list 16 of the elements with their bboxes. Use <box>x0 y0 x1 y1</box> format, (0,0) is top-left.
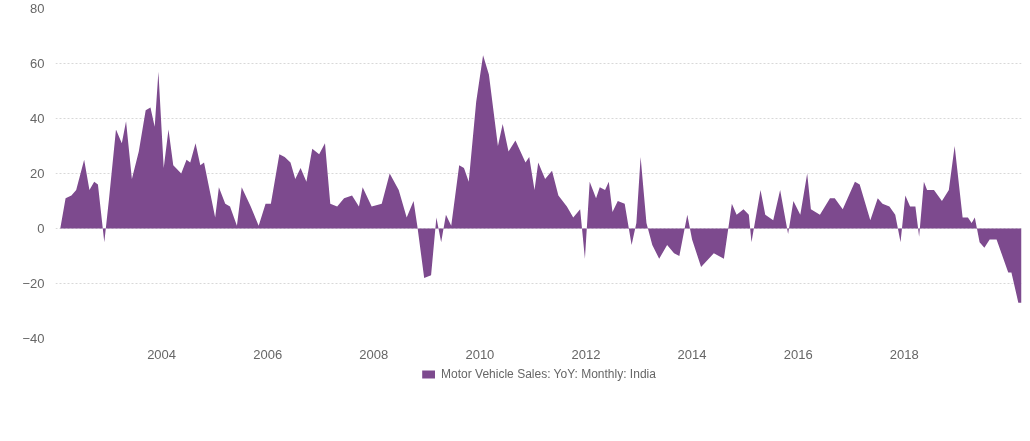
x-tick-label: 2006 <box>253 346 283 362</box>
x-tick-label: 2018 <box>889 346 919 362</box>
y-tick-label: 80 <box>30 1 45 16</box>
y-tick-label: 60 <box>30 56 45 71</box>
legend-label: Motor Vehicle Sales: YoY: Monthly: India <box>441 367 656 381</box>
y-tick-label: 0 <box>37 221 45 236</box>
y-tick-label: 20 <box>30 166 45 181</box>
y-tick-label: −20 <box>22 276 45 291</box>
x-tick-label: 2010 <box>465 346 495 362</box>
x-tick-label: 2012 <box>571 346 601 362</box>
x-tick-label: 2004 <box>147 346 177 362</box>
y-tick-label: 40 <box>30 111 45 126</box>
x-tick-label: 2016 <box>783 346 813 362</box>
x-tick-label: 2008 <box>359 346 389 362</box>
x-tick-label: 2014 <box>677 346 707 362</box>
y-tick-label: −40 <box>22 331 45 346</box>
